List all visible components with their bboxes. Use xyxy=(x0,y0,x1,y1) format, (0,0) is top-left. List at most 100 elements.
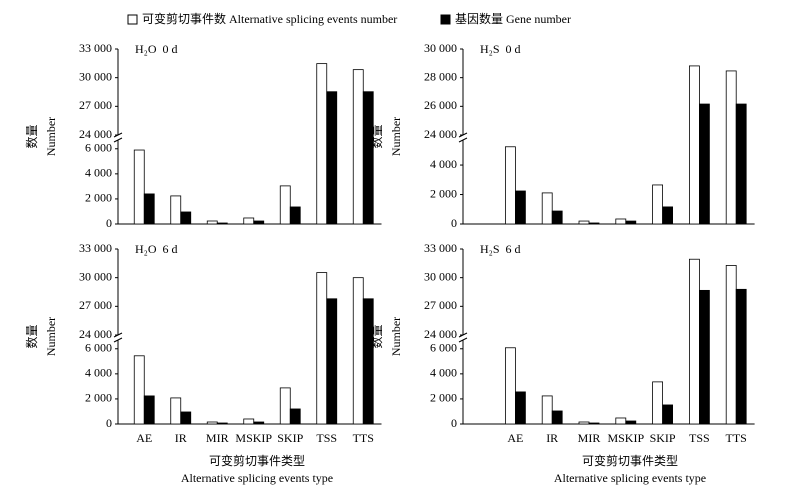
y-tick-label: 4 000 xyxy=(85,166,112,180)
bar xyxy=(206,220,218,225)
bar xyxy=(662,206,673,225)
bar xyxy=(578,220,590,225)
y-axis-label: 数量 xyxy=(369,324,384,348)
y-tick-label: 27 000 xyxy=(79,98,112,112)
axis-break xyxy=(113,137,123,143)
bar xyxy=(289,408,301,425)
y-tick-label: 30 000 xyxy=(79,69,112,83)
y-axis-label: Number xyxy=(44,117,58,156)
bar xyxy=(253,220,265,225)
bar xyxy=(625,220,637,225)
bar xyxy=(279,387,291,425)
bar xyxy=(170,397,182,425)
y-tick-label: 24 000 xyxy=(79,127,112,141)
bar xyxy=(206,421,218,425)
y-tick-label: 24 000 xyxy=(79,327,112,341)
bar xyxy=(515,391,526,425)
y-axis-label: Number xyxy=(389,317,403,356)
bar xyxy=(216,422,228,425)
bar xyxy=(735,288,747,425)
x-tick-label: SKIP xyxy=(650,431,676,445)
bar xyxy=(662,404,673,425)
x-tick-label: MSKIP xyxy=(235,431,272,445)
x-axis-label: 可变剪切事件类型 xyxy=(582,453,678,468)
axis-break xyxy=(113,337,123,343)
y-tick-label: 26 000 xyxy=(424,98,457,112)
bar xyxy=(541,192,553,225)
bar xyxy=(180,411,192,425)
bar xyxy=(725,70,737,225)
y-axis-label: 数量 xyxy=(24,124,39,148)
bar xyxy=(541,395,553,425)
panel-title: H₂S 0 d xyxy=(480,42,521,56)
bar xyxy=(625,420,637,425)
y-tick-label: 4 000 xyxy=(85,366,112,380)
y-axis-label: 数量 xyxy=(369,124,384,148)
bar xyxy=(253,421,265,425)
bar xyxy=(652,184,663,225)
legend-swatch xyxy=(440,14,451,25)
x-tick-label: MIR xyxy=(578,431,601,445)
bar xyxy=(504,146,516,225)
bar xyxy=(699,103,710,225)
bar xyxy=(170,195,182,225)
axis-break xyxy=(458,137,468,143)
y-tick-label: 28 000 xyxy=(424,69,457,83)
x-tick-label: IR xyxy=(546,431,558,445)
x-tick-label: MIR xyxy=(206,431,229,445)
y-tick-label: 0 xyxy=(451,216,457,230)
y-tick-label: 2 000 xyxy=(85,191,112,205)
bar xyxy=(216,222,228,225)
bar xyxy=(689,65,700,225)
y-tick-label: 24 000 xyxy=(424,127,457,141)
panel-title: H₂S 6 d xyxy=(480,242,521,256)
x-tick-label: AE xyxy=(507,431,523,445)
y-tick-label: 24 000 xyxy=(424,327,457,341)
bar xyxy=(133,149,145,225)
x-tick-label: TSS xyxy=(316,431,337,445)
y-tick-label: 2 000 xyxy=(430,186,457,200)
y-tick-label: 6 000 xyxy=(85,141,112,155)
bar xyxy=(515,190,526,225)
x-tick-label: MSKIP xyxy=(607,431,644,445)
y-tick-label: 2 000 xyxy=(85,391,112,405)
bar xyxy=(143,395,155,425)
bar xyxy=(352,277,364,425)
y-tick-label: 4 000 xyxy=(430,157,457,171)
bar xyxy=(588,222,600,225)
bar xyxy=(699,289,710,425)
x-tick-label: IR xyxy=(175,431,187,445)
y-tick-label: 0 xyxy=(106,216,112,230)
bar xyxy=(326,91,338,225)
x-axis-label: 可变剪切事件类型 xyxy=(209,453,305,468)
bar xyxy=(725,265,737,425)
bar xyxy=(133,355,145,425)
y-tick-label: 0 xyxy=(106,416,112,430)
panel-title: H₂O 0 d xyxy=(135,42,178,56)
bar xyxy=(352,69,364,225)
y-tick-label: 4 000 xyxy=(430,366,457,380)
y-tick-label: 2 000 xyxy=(430,391,457,405)
x-tick-label: AE xyxy=(136,431,152,445)
y-tick-label: 33 000 xyxy=(79,41,112,55)
y-tick-label: 6 000 xyxy=(430,341,457,355)
y-tick-label: 0 xyxy=(451,416,457,430)
bar xyxy=(243,418,255,425)
y-axis-label: Number xyxy=(44,317,58,356)
legend-swatch xyxy=(127,14,138,25)
y-axis-label: Number xyxy=(389,117,403,156)
bar xyxy=(143,193,155,225)
x-tick-label: SKIP xyxy=(277,431,303,445)
legend-label: 可变剪切事件数 Alternative splicing events numb… xyxy=(142,11,397,26)
bar xyxy=(735,103,747,225)
panel-title: H₂O 6 d xyxy=(135,242,178,256)
y-tick-label: 27 000 xyxy=(79,298,112,312)
y-axis-label: 数量 xyxy=(24,324,39,348)
bar xyxy=(316,63,328,225)
bar xyxy=(180,211,192,225)
y-tick-label: 33 000 xyxy=(79,241,112,255)
x-tick-label: TSS xyxy=(689,431,710,445)
bar xyxy=(362,298,374,425)
x-axis-label: Alternative splicing events type xyxy=(181,471,333,485)
